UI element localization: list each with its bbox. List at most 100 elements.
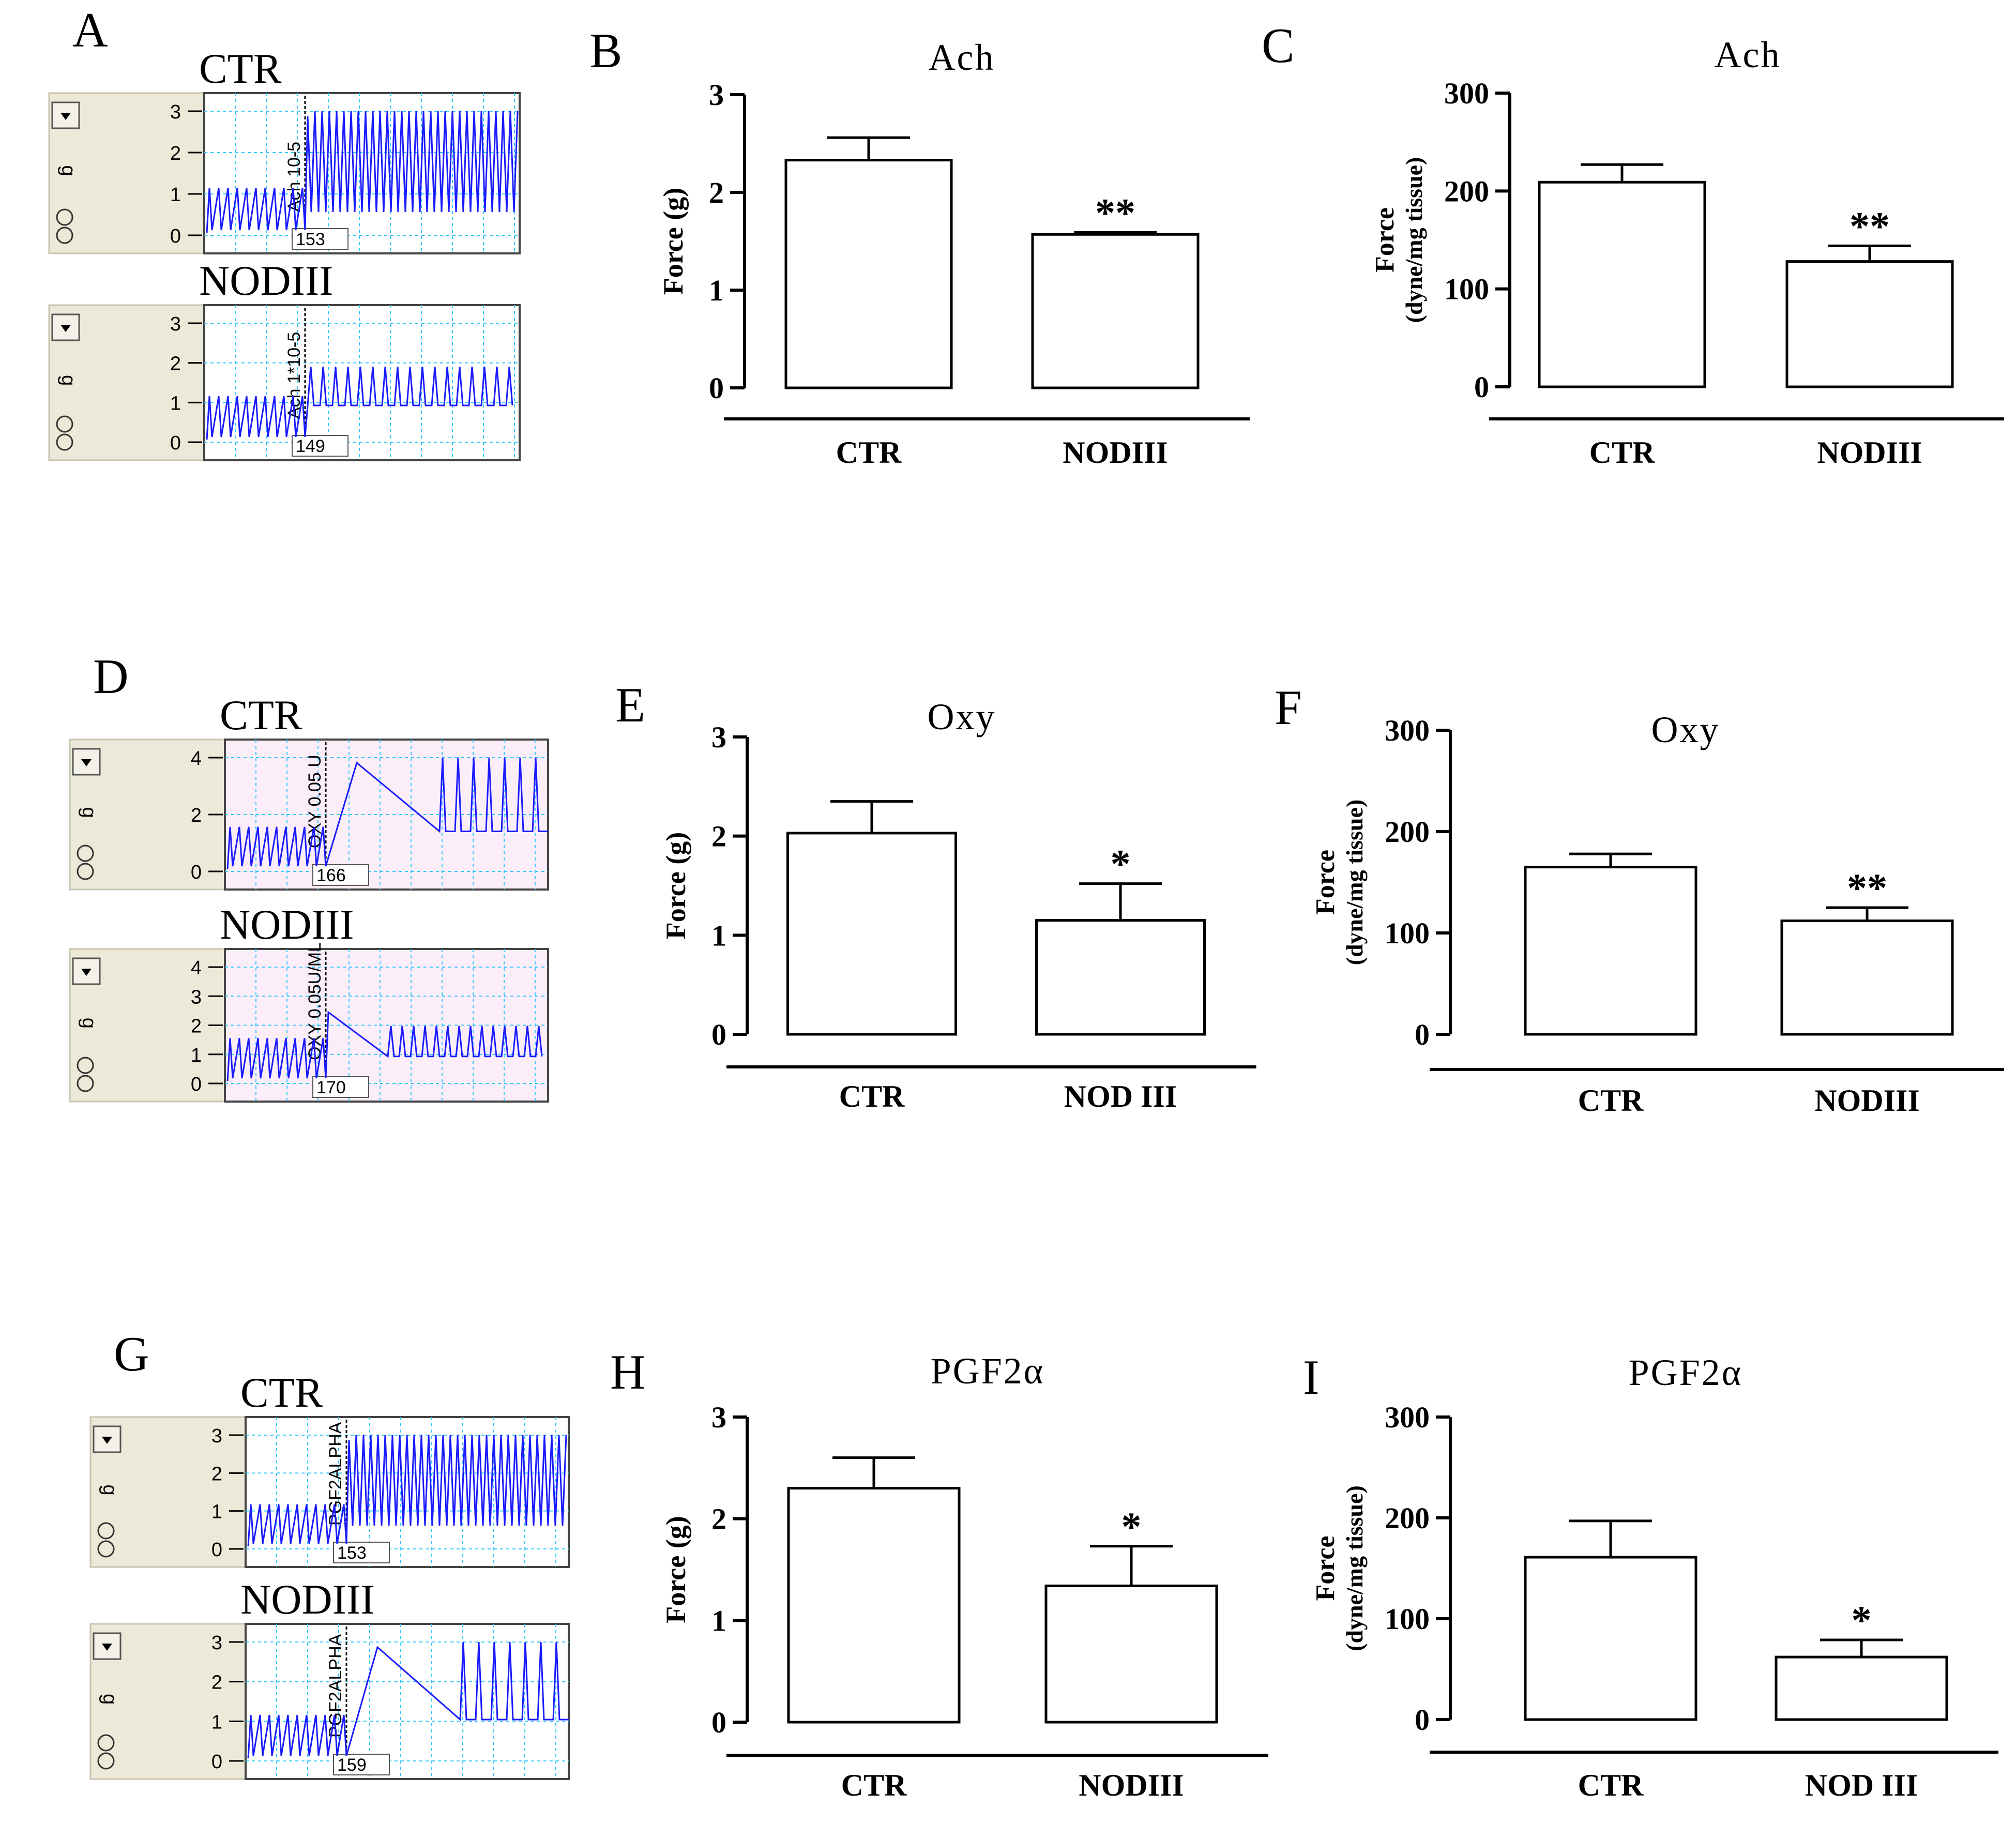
panel-letter: D — [93, 649, 129, 704]
condition-label: CTR — [199, 45, 282, 92]
trace-y-tick: 2 — [170, 353, 181, 375]
bar — [787, 1487, 961, 1724]
y-tick-label: 200 — [1385, 815, 1430, 849]
marker-number-box — [292, 228, 348, 250]
x-tick-label: CTR — [1578, 1768, 1644, 1802]
significance-marker: ** — [1850, 203, 1890, 248]
significance-marker: * — [1121, 1504, 1142, 1549]
marker-number: 159 — [337, 1755, 367, 1775]
condition-label: NODIII — [240, 1576, 375, 1623]
condition-label: NODIII — [220, 901, 354, 948]
panel-letter: H — [610, 1345, 646, 1399]
trace-y-tick: 3 — [170, 101, 181, 123]
trace-y-tick: 3 — [170, 313, 181, 335]
bar-chart: I PGF2α 0 100 200 300 Force (dyne/mg tissue) CTR… — [1303, 1350, 1998, 1802]
chevron-down-icon — [81, 969, 92, 976]
marker-number-box — [292, 435, 348, 457]
trace-y-tick: 0 — [211, 1539, 222, 1561]
units-label: g — [78, 807, 100, 818]
bar-chart: E Oxy 0 1 2 3 Force (g) CTR * NOD III — [615, 677, 1256, 1113]
force-trace — [247, 1435, 567, 1547]
zoom-out-icon — [56, 433, 73, 451]
trace-y-tick: 2 — [191, 1016, 202, 1037]
chart-title: PGF2α — [931, 1350, 1045, 1392]
bar-chart: H PGF2α 0 1 2 3 Force (g) CTR * NODIII — [610, 1345, 1268, 1802]
panel-letter: B — [589, 23, 622, 78]
y-tick-label: 3 — [709, 78, 724, 112]
y-tick-label: 0 — [709, 371, 724, 405]
x-tick-label: NODIII — [1817, 435, 1922, 470]
y-tick-label: 100 — [1385, 916, 1430, 950]
marker-number: 153 — [296, 230, 325, 249]
chart-title: Ach — [1715, 34, 1781, 76]
bar — [1044, 1584, 1218, 1724]
zoom-out-icon — [56, 227, 73, 244]
trace-y-tick: 4 — [191, 748, 202, 770]
marker-number: 166 — [316, 866, 346, 885]
significance-marker: * — [1852, 1598, 1872, 1643]
trace-y-tick: 1 — [170, 393, 181, 414]
chevron-down-icon — [102, 1437, 112, 1444]
x-tick-label: NODIII — [1814, 1083, 1919, 1118]
trace-y-tick: 0 — [191, 862, 202, 883]
marker-number: 170 — [316, 1078, 346, 1097]
y-tick-label: 200 — [1444, 174, 1489, 208]
bar — [1785, 260, 1954, 388]
y-axis-label: (dyne/mg tissue) — [1341, 1485, 1368, 1651]
x-tick-label: NODIII — [1063, 435, 1168, 470]
significance-marker: ** — [1847, 865, 1887, 910]
chevron-down-icon — [102, 1644, 112, 1651]
bar — [1538, 180, 1706, 388]
zoom-out-icon — [77, 863, 94, 880]
y-tick-label: 0 — [711, 1018, 726, 1051]
panel-letter: A — [72, 3, 108, 57]
y-axis-label: (dyne/mg tissue) — [1401, 157, 1427, 323]
zoom-in-icon — [56, 208, 73, 226]
bar-chart: B Ach 0 1 2 3 Force (g) CTR ** NODIII — [589, 23, 1250, 470]
y-tick-label: 300 — [1444, 77, 1489, 110]
x-tick-label: CTR — [1589, 435, 1655, 470]
y-tick-label: 300 — [1385, 714, 1430, 747]
bar — [1775, 1655, 1948, 1721]
x-tick-label: NOD III — [1064, 1079, 1177, 1113]
panel-letter: E — [615, 677, 645, 732]
y-axis-label: Force (g) — [660, 832, 691, 939]
units-label: g — [78, 1018, 100, 1029]
trace-y-tick: 0 — [211, 1751, 222, 1773]
dropdown-button — [51, 313, 80, 341]
trace-y-tick: 4 — [191, 957, 202, 979]
x-tick-label: CTR — [841, 1768, 907, 1802]
x-tick-label: CTR — [1578, 1083, 1644, 1118]
trace-y-tick: 2 — [211, 1463, 222, 1485]
trace-y-tick: 0 — [170, 432, 181, 454]
bar — [1031, 233, 1200, 389]
y-tick-label: 0 — [1415, 1018, 1430, 1051]
units-label: g — [99, 1485, 120, 1496]
bar-chart: F Oxy 0 100 200 300 Force (dyne/mg tissue) CTR **… — [1275, 680, 2004, 1118]
bar — [786, 832, 957, 1036]
y-tick-label: 0 — [1474, 370, 1489, 404]
bar — [1780, 919, 1954, 1036]
force-trace — [206, 111, 519, 233]
trace-y-tick: 2 — [211, 1672, 222, 1694]
zoom-in-icon — [77, 1057, 94, 1074]
trace-y-tick: 3 — [211, 1425, 222, 1447]
panel-letter: C — [1262, 18, 1294, 73]
marker-number-box — [333, 1754, 390, 1775]
x-tick-label: NODIII — [1079, 1768, 1184, 1802]
force-trace — [247, 1641, 569, 1759]
bar — [1035, 919, 1206, 1036]
x-tick-label: CTR — [836, 435, 902, 470]
chart-title: Oxy — [928, 696, 996, 737]
trace-y-tick: 2 — [170, 143, 181, 164]
x-tick-label: NOD III — [1805, 1768, 1918, 1802]
chevron-down-icon — [81, 759, 92, 766]
zoom-in-icon — [77, 845, 94, 862]
zoom-in-icon — [97, 1522, 115, 1540]
significance-marker: ** — [1095, 190, 1135, 235]
force-trace — [226, 757, 548, 869]
